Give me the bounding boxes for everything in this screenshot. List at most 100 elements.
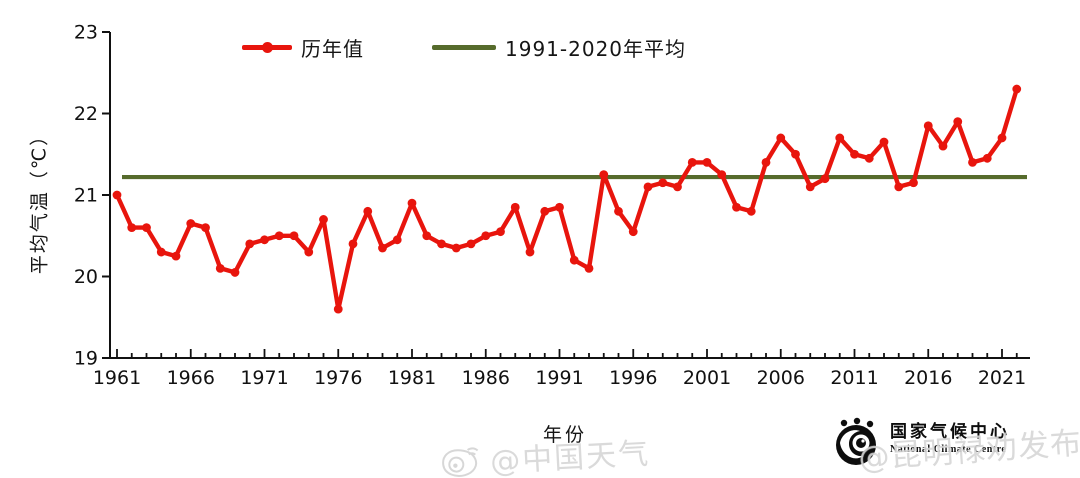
data-point-2022	[1012, 84, 1022, 94]
data-point-1978	[363, 206, 373, 216]
x-tick-label: 1996	[609, 367, 657, 389]
x-tick-label: 1991	[535, 367, 583, 389]
data-point-2019	[968, 158, 977, 167]
legend-item-annual: 历年值	[242, 33, 364, 62]
data-point-1961	[112, 190, 122, 200]
data-point-1987	[496, 227, 505, 237]
data-point-1968	[215, 263, 225, 273]
data-point-1967	[201, 223, 210, 233]
chart-legend: 历年值 1991-2020年平均	[242, 33, 686, 62]
data-point-1963	[142, 223, 151, 233]
data-point-1985	[466, 239, 476, 249]
data-point-2005	[761, 158, 771, 167]
y-axis-title: 平均气温（℃）	[28, 124, 51, 275]
red-line-marker-icon	[242, 42, 292, 53]
data-point-2013	[879, 137, 889, 147]
data-point-1990	[540, 206, 550, 216]
org-name-english: National Climate Centre	[890, 444, 1007, 455]
y-tick-label: 22	[74, 103, 98, 125]
x-tick-label: 1966	[167, 367, 215, 389]
data-point-1970	[245, 239, 255, 249]
y-tick-label: 23	[74, 22, 98, 44]
data-point-1981	[407, 198, 417, 208]
data-point-2000	[687, 158, 697, 167]
data-point-2017	[938, 141, 948, 151]
data-point-1986	[481, 231, 491, 241]
data-point-2018	[953, 117, 963, 127]
data-point-2001	[702, 158, 712, 167]
weibo-eye-icon	[442, 447, 479, 477]
data-point-2011	[850, 149, 859, 159]
y-tick-label: 20	[74, 266, 98, 288]
data-point-1988	[510, 202, 520, 212]
legend-label-annual: 历年值	[301, 37, 364, 61]
data-point-2004	[746, 206, 756, 216]
data-point-2020	[982, 153, 992, 163]
x-tick-label: 1981	[388, 367, 436, 389]
national-climate-centre-logo-icon	[836, 417, 876, 465]
data-point-1962	[127, 223, 137, 233]
data-point-1994	[599, 170, 609, 180]
data-point-2008	[805, 182, 815, 192]
data-point-1975	[319, 215, 328, 224]
data-point-1996	[628, 227, 638, 237]
data-point-2015	[909, 178, 918, 188]
data-point-1999	[673, 182, 682, 192]
data-point-1993	[584, 263, 594, 273]
national-climate-centre-branding: 国家气候中心 National Climate Centre	[830, 417, 1010, 467]
x-tick-label: 1971	[240, 367, 288, 389]
annual-temperature-line	[114, 86, 1019, 312]
x-axis-title: 年份	[542, 424, 587, 446]
data-point-1964	[156, 247, 166, 257]
data-point-2006	[776, 133, 786, 143]
data-point-1965	[171, 251, 181, 261]
data-point-2010	[835, 133, 845, 143]
data-point-1974	[304, 247, 314, 257]
data-point-2016	[923, 121, 933, 131]
data-point-2009	[820, 174, 830, 184]
data-point-1973	[289, 231, 299, 241]
x-tick-label: 1976	[314, 367, 362, 389]
green-line-icon	[432, 45, 496, 50]
national-climate-centre-text: 国家气候中心 National Climate Centre	[890, 417, 1010, 455]
weibo-watermark-center: @中国天气	[437, 428, 651, 478]
data-point-1966	[186, 219, 196, 228]
org-name-chinese: 国家气候中心	[890, 422, 1010, 442]
legend-label-average: 1991-2020年平均	[505, 37, 687, 61]
x-tick-label: 1961	[93, 367, 141, 389]
x-tick-label: 1986	[462, 367, 510, 389]
data-point-1991	[555, 202, 564, 212]
data-point-1992	[569, 255, 579, 265]
data-point-1984	[451, 243, 461, 253]
data-point-1982	[422, 231, 432, 241]
x-tick-label: 2016	[904, 367, 952, 389]
y-tick-label: 21	[74, 185, 98, 207]
data-point-2014	[894, 182, 904, 192]
data-point-1997	[643, 182, 653, 192]
data-point-1983	[437, 239, 446, 249]
x-tick-label: 2001	[683, 367, 731, 389]
data-point-1998	[658, 178, 668, 188]
x-tick-label: 2011	[830, 367, 878, 389]
data-point-2021	[997, 133, 1007, 143]
data-point-1979	[378, 243, 387, 253]
data-point-2002	[717, 170, 727, 180]
data-point-1980	[392, 235, 402, 245]
data-point-1972	[274, 231, 284, 241]
axes-lines	[109, 32, 1030, 359]
data-point-1995	[614, 206, 623, 216]
weibo-watermark-text: @中国天气	[489, 436, 651, 478]
data-point-1969	[230, 268, 240, 277]
data-point-2007	[791, 149, 800, 159]
data-point-1971	[260, 235, 269, 245]
data-point-2012	[864, 153, 874, 163]
data-point-2003	[732, 202, 741, 212]
x-tick-label: 2021	[978, 367, 1026, 389]
legend-item-average: 1991-2020年平均	[432, 33, 686, 62]
data-point-1989	[525, 247, 535, 257]
data-point-1977	[348, 239, 358, 249]
x-tick-label: 2006	[757, 367, 805, 389]
data-point-1976	[333, 304, 343, 314]
